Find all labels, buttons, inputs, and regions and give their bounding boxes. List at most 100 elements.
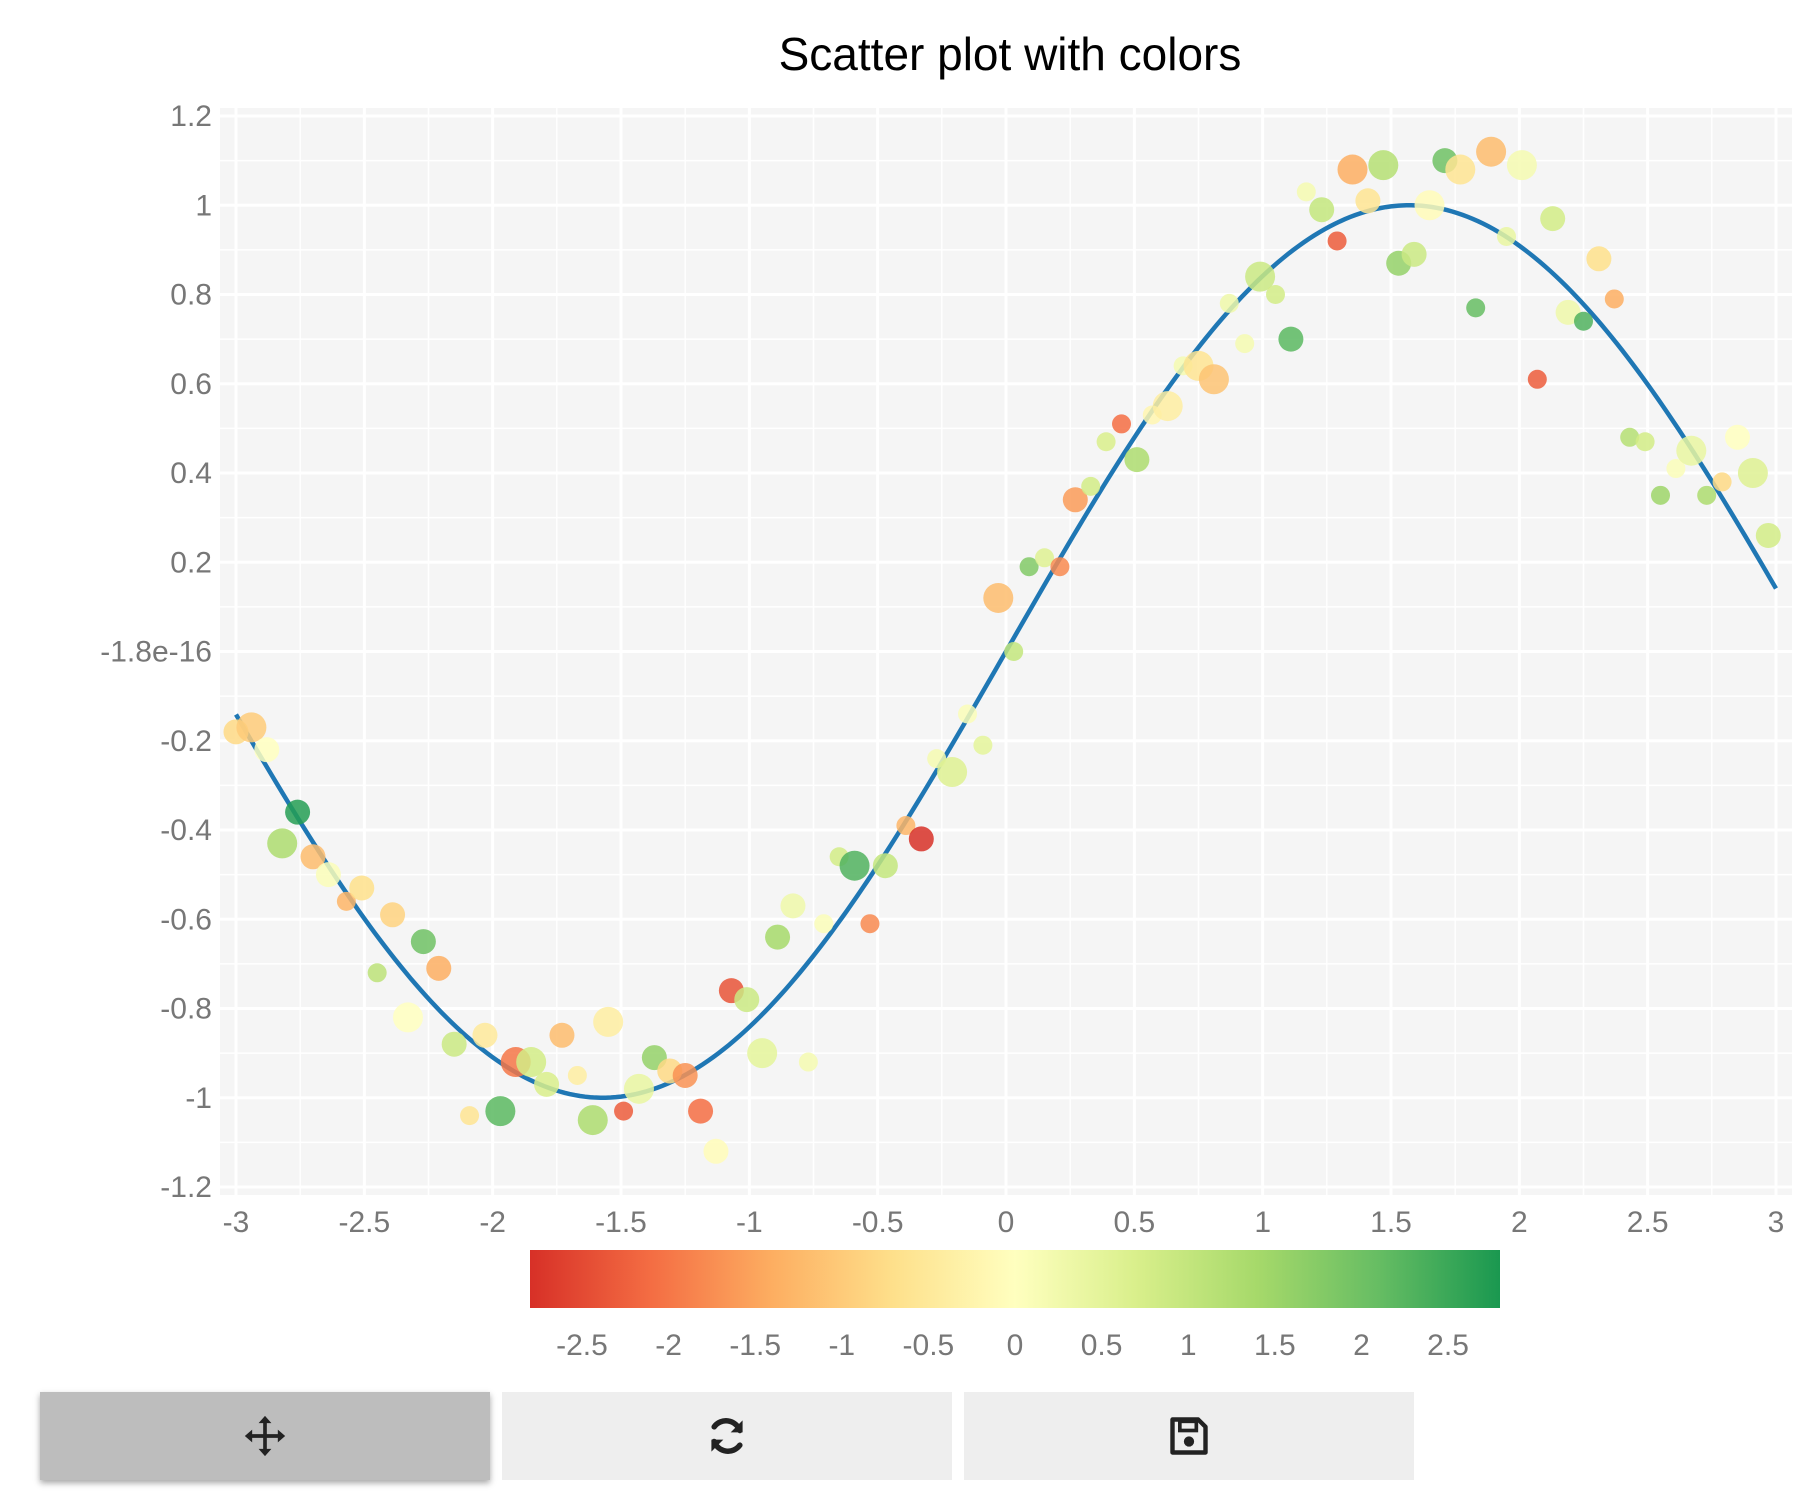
- scatter-point: [1445, 154, 1476, 185]
- scatter-point: [765, 924, 791, 950]
- scatter-point: [1309, 197, 1335, 223]
- colorbar-tick-label: 0: [1007, 1329, 1024, 1362]
- scatter-point: [1062, 487, 1088, 513]
- colorbar-tick-label: 1: [1180, 1329, 1197, 1362]
- scatter-point: [534, 1071, 560, 1097]
- x-tick-label: 2: [1511, 1206, 1528, 1239]
- x-axis-ticks: -3 -2.5 -2 -1.5 -1 -0.5 0 0.5 1 1.5 2 2.5 3: [223, 1206, 1785, 1239]
- scatter-point: [688, 1098, 714, 1124]
- scatter-point: [1586, 246, 1612, 272]
- scatter-point: [614, 1101, 634, 1121]
- scatter-point: [1697, 485, 1717, 505]
- scatter-point: [1527, 369, 1547, 389]
- colorbar-tick-label: 2.5: [1427, 1329, 1469, 1362]
- scatter-point: [460, 1106, 480, 1126]
- scatter-point: [549, 1022, 575, 1048]
- colorbar-tick-label: -1.5: [729, 1329, 781, 1362]
- scatter-point: [1035, 548, 1054, 568]
- scatter-point: [1497, 226, 1516, 246]
- scatter-point: [1555, 299, 1581, 325]
- y-tick-label: -0.4: [160, 814, 212, 847]
- y-tick-label: 1.2: [170, 100, 212, 133]
- scatter-point: [577, 1105, 608, 1136]
- x-tick-label: 0: [998, 1206, 1015, 1239]
- scatter-point: [780, 893, 806, 919]
- scatter-point: [300, 844, 326, 870]
- y-axis-ticks: 1.2 1 0.8 0.6 0.4 0.2 -1.8e-16 -0.2 -0.4 -0.6 -0.8…: [100, 100, 212, 1204]
- scatter-point: [1198, 364, 1229, 395]
- scatter-point: [1327, 231, 1347, 251]
- colorbar-ticks: -2.5 -2 -1.5 -1 -0.5 0 0.5 1 1.5 2 2.5: [556, 1329, 1469, 1362]
- save-button[interactable]: [964, 1392, 1414, 1480]
- scatter-point: [349, 875, 375, 901]
- colorbar-tick-label: -0.5: [903, 1329, 955, 1362]
- refresh-icon: [711, 1418, 743, 1454]
- scatter-point: [958, 704, 977, 724]
- move-icon: [244, 1415, 286, 1457]
- scatter-point: [798, 1052, 818, 1072]
- scatter-point: [1124, 447, 1150, 473]
- x-tick-label: 1: [1254, 1206, 1271, 1239]
- scatter-point: [1651, 485, 1670, 505]
- scatter-point: [872, 853, 898, 879]
- scatter-point: [336, 891, 356, 911]
- y-tick-label: -1.8e-16: [100, 636, 212, 669]
- scatter-point: [1004, 642, 1024, 661]
- scatter-point: [1278, 326, 1304, 352]
- y-tick-label: -0.8: [160, 993, 212, 1026]
- scatter-point: [1296, 182, 1316, 202]
- chart-toolbar: [40, 1392, 1420, 1480]
- scatter-point: [593, 1006, 624, 1037]
- y-tick-label: -1: [185, 1082, 212, 1115]
- scatter-point: [367, 963, 387, 983]
- pan-button[interactable]: [40, 1392, 490, 1480]
- scatter-point: [1676, 435, 1707, 466]
- scatter-point: [1755, 522, 1781, 548]
- scatter-point: [1540, 206, 1566, 232]
- scatter-point: [1712, 472, 1732, 492]
- scatter-point: [1401, 241, 1427, 267]
- scatter-point: [814, 914, 834, 934]
- scatter-point: [973, 735, 993, 755]
- scatter-point: [1266, 285, 1285, 304]
- scatter-point: [1337, 154, 1368, 185]
- scatter-point: [1666, 459, 1686, 479]
- reset-button[interactable]: [502, 1392, 952, 1480]
- scatter-point: [1112, 414, 1131, 434]
- scatter-point: [983, 582, 1014, 613]
- scatter-point: [1725, 424, 1750, 450]
- x-tick-label: -3: [223, 1206, 250, 1239]
- scatter-point: [908, 826, 934, 852]
- scatter-point: [267, 828, 298, 859]
- save-icon: [1170, 1417, 1208, 1455]
- scatter-point: [734, 987, 760, 1013]
- scatter-point: [1506, 150, 1537, 181]
- scatter-point: [1737, 458, 1768, 488]
- scatter-point: [1219, 293, 1239, 313]
- y-tick-label: 1: [195, 189, 212, 222]
- colorbar-tick-label: -2.5: [556, 1329, 608, 1362]
- scatter-point: [1466, 298, 1486, 318]
- scatter-point: [1152, 391, 1183, 422]
- y-tick-label: -0.2: [160, 725, 212, 758]
- scatter-point: [1096, 432, 1116, 452]
- scatter-point: [1050, 557, 1070, 577]
- scatter-point: [410, 929, 436, 955]
- scatter-point: [1245, 261, 1276, 292]
- x-tick-label: 0.5: [1113, 1206, 1155, 1239]
- colorbar-tick-label: -2: [655, 1329, 682, 1362]
- colorbar-tick-label: 2: [1353, 1329, 1370, 1362]
- x-tick-label: -2: [479, 1206, 506, 1239]
- scatter-point: [485, 1096, 516, 1127]
- y-tick-label: 0.6: [170, 368, 212, 401]
- scatter-point: [254, 737, 280, 763]
- scatter-point: [315, 862, 341, 888]
- scatter-point: [285, 799, 311, 825]
- scatter-point: [747, 1038, 778, 1069]
- scatter-point: [1019, 557, 1039, 577]
- x-tick-label: 1.5: [1370, 1206, 1412, 1239]
- colorbar-tick-label: -1: [828, 1329, 855, 1362]
- scatter-point: [426, 955, 452, 981]
- x-tick-label: 3: [1768, 1206, 1785, 1239]
- scatter-point: [703, 1138, 729, 1164]
